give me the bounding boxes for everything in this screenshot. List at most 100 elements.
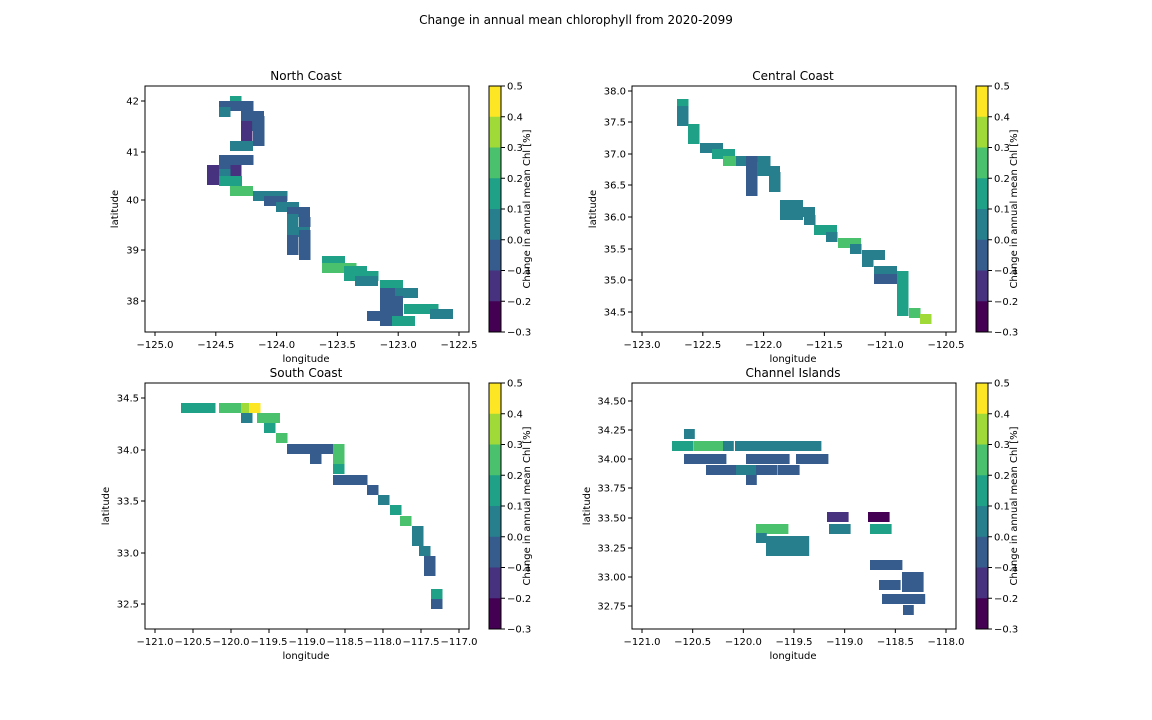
heatmap-cell xyxy=(672,441,694,451)
heatmap-cell xyxy=(299,217,311,227)
x-axis-label: longitude xyxy=(282,354,329,365)
heatmap-cell xyxy=(249,403,261,413)
colorbar-segment xyxy=(489,567,501,599)
x-tick-label: −125.0 xyxy=(136,340,173,351)
y-tick-label: 35.0 xyxy=(604,276,626,287)
colorbar-tick-label: 0.0 xyxy=(994,235,1010,246)
heatmap-cells xyxy=(207,96,453,326)
y-tick-label: 33.00 xyxy=(597,573,626,584)
heatmap-cell xyxy=(874,274,909,284)
panel-title: North Coast xyxy=(270,69,342,83)
colorbar-segment xyxy=(976,413,988,445)
heatmap-cell xyxy=(677,99,689,109)
colorbar-segment xyxy=(489,86,501,118)
y-tick-label: 40 xyxy=(126,196,139,207)
heatmap-cell xyxy=(219,403,242,413)
colorbar-segment xyxy=(976,383,988,415)
panel-channel-islands: Channel Islands −121.0 −120.5 −120.0 −119.5… xyxy=(582,366,1020,662)
heatmap-cell xyxy=(826,232,838,242)
heatmap-cell xyxy=(219,155,254,165)
x-tick-label: −119.0 xyxy=(826,637,863,648)
colorbar-segment xyxy=(976,270,988,302)
heatmap-cells xyxy=(181,403,443,609)
colorbar-tick-label: 0.5 xyxy=(507,82,523,93)
colorbar: 0.5 0.4 0.3 0.2 0.1 0.0 −0.1 −0.2 −0.3 Change in … xyxy=(488,379,533,636)
plot-frame xyxy=(144,85,470,333)
y-tick-label: 38.0 xyxy=(604,87,626,98)
heatmap-cell xyxy=(219,101,254,111)
y-tick-label: 33.75 xyxy=(597,484,626,495)
heatmap-cell xyxy=(769,172,781,182)
heatmap-cell xyxy=(392,316,415,326)
colorbar-label: Change in annual mean Chl [%] xyxy=(1009,129,1020,288)
x-tick-label: −120.5 xyxy=(927,340,964,351)
heatmap-cell xyxy=(870,524,892,534)
panel-title: Channel Islands xyxy=(745,366,840,380)
colorbar-tick-label: −0.3 xyxy=(507,625,531,636)
colorbar-tick-label: 0.4 xyxy=(994,409,1010,420)
heatmap-cell xyxy=(219,176,242,186)
colorbar-segment xyxy=(489,239,501,271)
y-tick-label: 37.5 xyxy=(604,118,626,129)
colorbar-segment xyxy=(489,301,501,333)
x-tick-label: −118.0 xyxy=(927,637,964,648)
heatmap-cell xyxy=(380,280,403,290)
heatmap-cell xyxy=(903,605,914,615)
y-tick-label: 38 xyxy=(126,297,139,308)
y-tick-label: 36.0 xyxy=(604,213,626,224)
heatmap-cell xyxy=(746,475,757,485)
colorbar-label: Change in annual mean Chl [%] xyxy=(1009,426,1020,585)
y-tick-label: 35.5 xyxy=(604,245,626,256)
y-tick-label: 34.25 xyxy=(597,426,626,437)
x-tick-label: −120.0 xyxy=(212,637,249,648)
heatmap-cell xyxy=(424,556,436,576)
colorbar-segment xyxy=(489,209,501,241)
colorbar-segment xyxy=(976,506,988,538)
y-tick-label: 33.0 xyxy=(117,549,139,560)
heatmap-cell xyxy=(804,215,816,225)
colorbar-tick-label: 0.3 xyxy=(994,440,1010,451)
heatmap-cell xyxy=(796,454,829,464)
colorbar: 0.5 0.4 0.3 0.2 0.1 0.0 −0.1 −0.2 −0.3 Change in … xyxy=(488,82,533,339)
x-axis-ticks: −121.0 −120.5 −120.0 −119.5 −119.0 −118.5 −118… xyxy=(623,629,965,648)
heatmap-cell xyxy=(766,536,810,556)
heatmap-cell xyxy=(310,454,322,464)
x-tick-label: −123.5 xyxy=(319,340,356,351)
y-tick-label: 34.5 xyxy=(604,308,626,319)
panel-north-coast: North Coast −125.0 −124.5 −124.0 −123.5 −123… xyxy=(110,69,533,365)
heatmap-cell xyxy=(264,196,287,206)
y-axis-label: latitude xyxy=(588,190,599,228)
colorbar-tick-label: 0.1 xyxy=(507,502,523,513)
y-axis-ticks: 34.5 34.0 33.5 33.0 32.5 xyxy=(117,394,145,611)
heatmap-cell xyxy=(862,257,874,267)
colorbar-tick-label: 0.2 xyxy=(507,174,523,185)
x-tick-label: −118.5 xyxy=(326,637,363,648)
heatmap-cell xyxy=(756,524,789,534)
colorbar-segment xyxy=(976,209,988,241)
colorbar: 0.5 0.4 0.3 0.2 0.1 0.0 −0.1 −0.2 −0.3 Change in … xyxy=(975,379,1020,636)
colorbar-tick-label: 0.0 xyxy=(507,532,523,543)
x-tick-label: −119.5 xyxy=(775,637,812,648)
colorbar-segment xyxy=(976,475,988,507)
colorbar-segment xyxy=(489,598,501,630)
colorbar: 0.5 0.4 0.3 0.2 0.1 0.0 −0.1 −0.2 −0.3 Change in … xyxy=(975,82,1020,339)
y-tick-label: 34.0 xyxy=(117,446,139,457)
heatmap-cell xyxy=(688,124,700,144)
y-tick-label: 37.0 xyxy=(604,150,626,161)
colorbar-segment xyxy=(489,475,501,507)
colorbar-segment xyxy=(489,147,501,179)
heatmap-cell xyxy=(920,314,932,324)
colorbar-segment xyxy=(489,270,501,302)
x-tick-label: −119.0 xyxy=(288,637,325,648)
heatmap-cell xyxy=(838,238,861,248)
heatmap-cell xyxy=(746,156,758,196)
colorbar-segment xyxy=(976,116,988,148)
heatmap-cell xyxy=(299,240,311,260)
heatmap-cell xyxy=(287,207,310,217)
x-tick-label: −121.0 xyxy=(136,637,173,648)
heatmap-cell xyxy=(902,572,924,592)
y-axis-ticks: 38.0 37.5 37.0 36.5 36.0 35.5 35.0 34.5 xyxy=(604,87,632,319)
heatmap-cell xyxy=(404,304,439,314)
plot-frame xyxy=(144,382,470,630)
colorbar-tick-label: −0.2 xyxy=(507,297,531,308)
